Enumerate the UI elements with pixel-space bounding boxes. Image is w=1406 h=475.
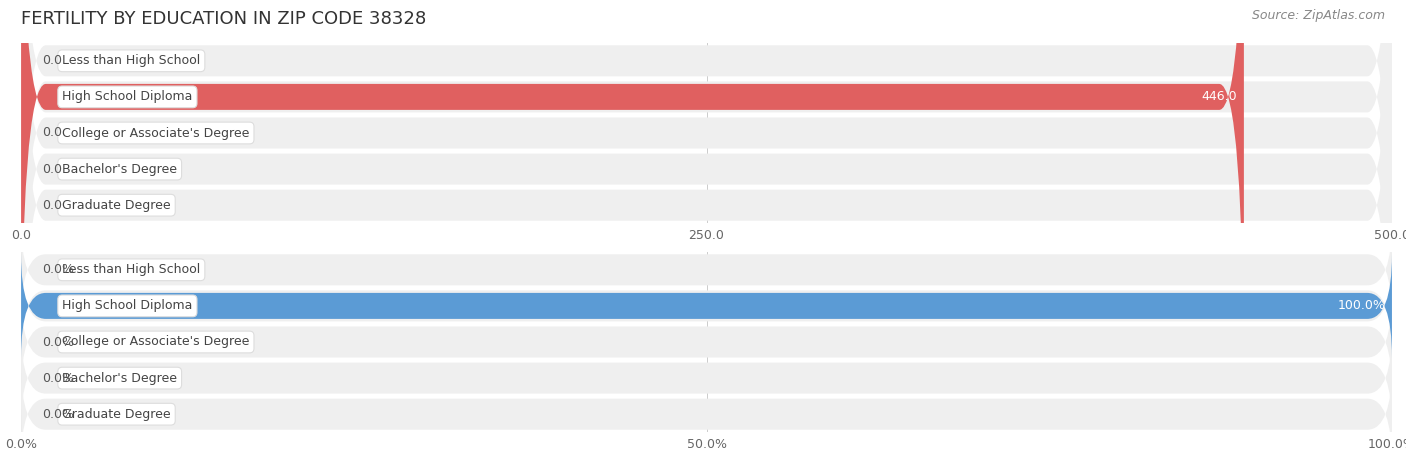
FancyBboxPatch shape <box>21 0 1392 475</box>
Text: 446.0: 446.0 <box>1201 90 1237 104</box>
Text: High School Diploma: High School Diploma <box>62 90 193 104</box>
Text: Bachelor's Degree: Bachelor's Degree <box>62 371 177 385</box>
Text: 0.0: 0.0 <box>42 199 62 212</box>
Text: College or Associate's Degree: College or Associate's Degree <box>62 126 250 140</box>
Text: Bachelor's Degree: Bachelor's Degree <box>62 162 177 176</box>
FancyBboxPatch shape <box>21 256 1392 355</box>
FancyBboxPatch shape <box>21 365 1392 464</box>
FancyBboxPatch shape <box>21 0 1392 442</box>
FancyBboxPatch shape <box>21 254 1392 358</box>
Text: High School Diploma: High School Diploma <box>62 299 193 313</box>
FancyBboxPatch shape <box>21 329 1392 428</box>
Text: 0.0: 0.0 <box>42 162 62 176</box>
Text: 0.0: 0.0 <box>42 54 62 67</box>
Text: Less than High School: Less than High School <box>62 263 201 276</box>
Text: Less than High School: Less than High School <box>62 54 201 67</box>
FancyBboxPatch shape <box>21 293 1392 391</box>
Text: 0.0%: 0.0% <box>42 263 73 276</box>
Text: 100.0%: 100.0% <box>1337 299 1385 313</box>
FancyBboxPatch shape <box>21 0 1392 406</box>
Text: College or Associate's Degree: College or Associate's Degree <box>62 335 250 349</box>
Text: FERTILITY BY EDUCATION IN ZIP CODE 38328: FERTILITY BY EDUCATION IN ZIP CODE 38328 <box>21 10 426 28</box>
Text: Graduate Degree: Graduate Degree <box>62 408 172 421</box>
FancyBboxPatch shape <box>21 0 1392 370</box>
FancyBboxPatch shape <box>21 0 1392 475</box>
FancyBboxPatch shape <box>21 220 1392 319</box>
Text: Source: ZipAtlas.com: Source: ZipAtlas.com <box>1251 10 1385 22</box>
Text: Graduate Degree: Graduate Degree <box>62 199 172 212</box>
FancyBboxPatch shape <box>21 0 1244 409</box>
Text: 0.0%: 0.0% <box>42 371 73 385</box>
Text: 0.0%: 0.0% <box>42 408 73 421</box>
Text: 0.0%: 0.0% <box>42 335 73 349</box>
Text: 0.0: 0.0 <box>42 126 62 140</box>
